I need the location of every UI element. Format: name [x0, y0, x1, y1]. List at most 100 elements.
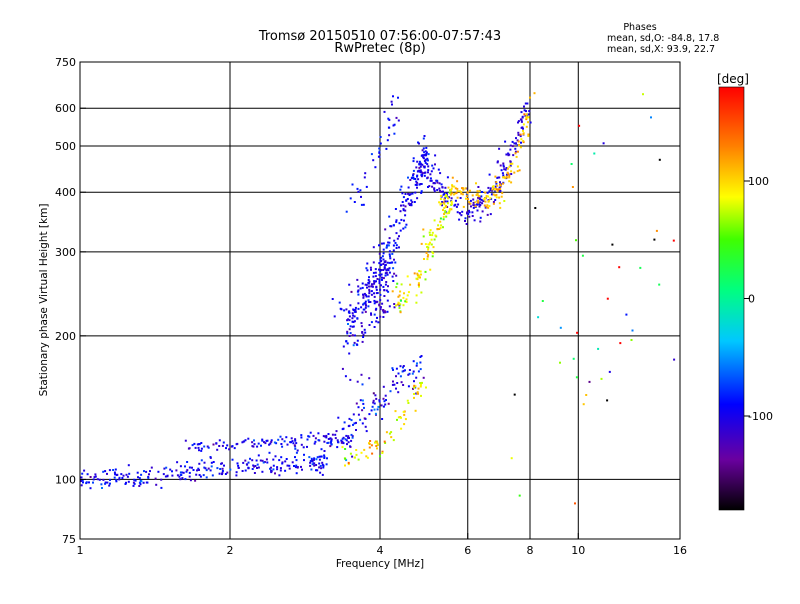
- data-point: [188, 447, 191, 450]
- data-point: [520, 138, 523, 141]
- data-point: [329, 437, 332, 440]
- stats-header: Phases: [623, 22, 656, 33]
- data-point: [411, 372, 414, 375]
- data-point: [418, 142, 420, 145]
- data-point: [529, 121, 532, 124]
- data-point: [198, 462, 201, 465]
- data-point: [345, 459, 348, 462]
- data-point: [495, 193, 498, 196]
- data-point: [402, 296, 405, 299]
- data-point: [399, 188, 402, 191]
- data-point: [388, 305, 391, 308]
- data-point: [494, 199, 497, 201]
- data-point: [283, 440, 286, 443]
- data-point: [315, 469, 317, 472]
- data-point: [114, 468, 117, 471]
- data-point: [381, 450, 384, 453]
- data-point: [433, 238, 436, 241]
- data-point: [317, 439, 320, 442]
- data-point: [122, 474, 125, 477]
- data-point: [395, 219, 398, 222]
- data-point: [356, 339, 359, 342]
- data-point: [347, 323, 349, 325]
- data-point: [348, 319, 351, 322]
- chart-subtitle: RwPretec (8p): [334, 41, 425, 56]
- data-point: [203, 466, 206, 469]
- data-point: [653, 238, 656, 241]
- data-point: [404, 418, 407, 421]
- data-point: [318, 462, 321, 465]
- data-point: [92, 478, 95, 481]
- data-point: [198, 449, 200, 452]
- data-point: [206, 445, 209, 448]
- data-point: [439, 172, 442, 175]
- data-point: [464, 217, 467, 220]
- data-point: [413, 396, 415, 399]
- data-point: [354, 310, 357, 313]
- data-point: [420, 383, 422, 386]
- data-point: [374, 166, 377, 169]
- data-point: [408, 372, 411, 375]
- data-point: [323, 440, 326, 443]
- data-point: [259, 459, 262, 462]
- data-point: [431, 255, 434, 258]
- data-point: [125, 473, 128, 476]
- data-point: [321, 473, 324, 476]
- data-point: [429, 177, 432, 180]
- data-point: [379, 308, 382, 311]
- data-point: [261, 439, 264, 442]
- data-point: [372, 261, 375, 264]
- data-point: [509, 144, 512, 147]
- data-point: [352, 325, 355, 328]
- data-point: [115, 479, 118, 482]
- data-point: [414, 385, 417, 388]
- data-point: [421, 172, 424, 175]
- data-point: [353, 320, 356, 323]
- data-point: [171, 470, 173, 473]
- data-point: [279, 469, 282, 472]
- data-point: [370, 285, 373, 288]
- data-point: [124, 483, 127, 485]
- data-point: [385, 271, 388, 274]
- data-point: [527, 116, 530, 119]
- data-point: [196, 469, 198, 472]
- data-point: [392, 267, 395, 270]
- data-point: [508, 180, 511, 183]
- data-point: [513, 393, 516, 396]
- data-point: [400, 283, 403, 286]
- data-point: [362, 402, 365, 405]
- data-point: [443, 206, 446, 209]
- data-point: [375, 445, 378, 447]
- data-point: [431, 251, 434, 254]
- data-point: [442, 190, 444, 193]
- data-point: [425, 146, 428, 149]
- data-point: [402, 410, 405, 413]
- data-point: [388, 261, 391, 264]
- data-point: [323, 454, 326, 457]
- data-point: [397, 372, 400, 375]
- data-point: [405, 301, 408, 303]
- data-point: [339, 307, 342, 310]
- data-point: [374, 268, 377, 271]
- data-point: [340, 439, 343, 442]
- data-point: [361, 282, 364, 285]
- data-point: [166, 475, 169, 478]
- data-point: [383, 110, 386, 113]
- data-point: [333, 315, 336, 318]
- data-point: [430, 243, 433, 246]
- data-point: [281, 462, 284, 465]
- data-point: [396, 418, 398, 421]
- data-point: [210, 465, 213, 468]
- data-point: [418, 160, 421, 163]
- data-point: [441, 201, 444, 204]
- data-point: [347, 318, 350, 321]
- data-point: [366, 269, 369, 272]
- data-point: [527, 121, 529, 124]
- data-point: [528, 110, 531, 113]
- data-point: [364, 425, 367, 428]
- data-point: [334, 433, 337, 436]
- data-point: [479, 216, 482, 219]
- data-point: [438, 187, 441, 190]
- data-point: [373, 402, 376, 405]
- data-point: [209, 456, 212, 459]
